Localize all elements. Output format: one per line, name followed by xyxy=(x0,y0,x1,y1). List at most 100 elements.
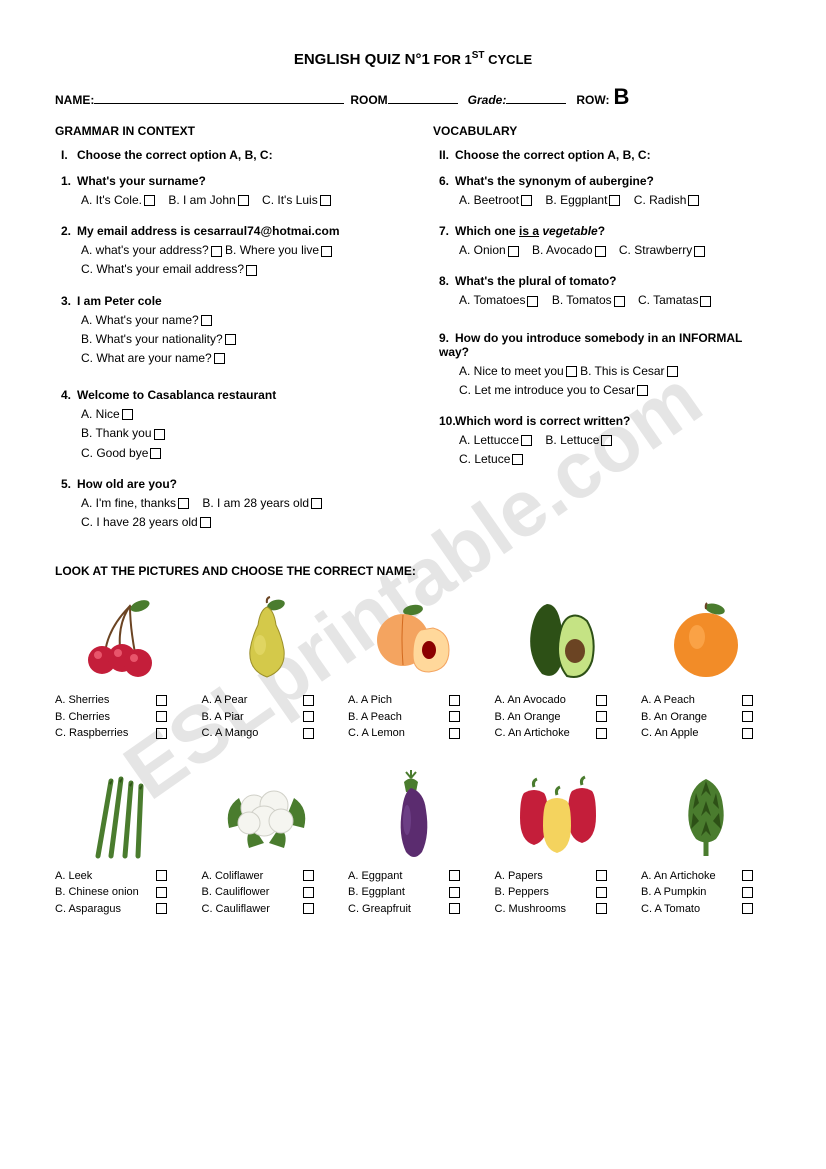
checkbox[interactable] xyxy=(246,265,257,276)
question-6: 6.What's the synonym of aubergine? A. Be… xyxy=(439,174,771,210)
row-letter: B xyxy=(613,84,629,110)
q3-c: C. What are your name? xyxy=(81,351,212,365)
checkbox[interactable] xyxy=(178,498,189,509)
checkbox[interactable] xyxy=(521,435,532,446)
title-for: FOR 1 xyxy=(430,52,472,67)
blank-name[interactable] xyxy=(94,103,344,104)
q8-c: C. Tamatas xyxy=(638,293,698,307)
checkbox[interactable] xyxy=(694,246,705,257)
checkbox[interactable] xyxy=(311,498,322,509)
checkbox[interactable] xyxy=(150,448,161,459)
right-column: VOCABULARY II.Choose the correct option … xyxy=(433,124,771,546)
q10-opts: A. Lettucce B. Lettuce C. Letuce xyxy=(459,431,771,469)
checkbox[interactable] xyxy=(700,296,711,307)
checkbox[interactable] xyxy=(512,454,523,465)
peach-icon xyxy=(348,594,478,686)
checkbox[interactable] xyxy=(156,870,167,881)
q8-opts: A. Tomatoes B. Tomatos C. Tamatas xyxy=(459,291,771,310)
q6-text: What's the synonym of aubergine? xyxy=(455,174,654,188)
checkbox[interactable] xyxy=(225,334,236,345)
checkbox[interactable] xyxy=(214,353,225,364)
checkbox[interactable] xyxy=(508,246,519,257)
checkbox[interactable] xyxy=(742,695,753,706)
checkbox[interactable] xyxy=(303,711,314,722)
checkbox[interactable] xyxy=(156,728,167,739)
checkbox[interactable] xyxy=(667,366,678,377)
q8-num: 8. xyxy=(439,274,455,288)
q3-num: 3. xyxy=(61,294,77,308)
blank-room[interactable] xyxy=(388,103,458,104)
checkbox[interactable] xyxy=(596,870,607,881)
q1-text: What's your surname? xyxy=(77,174,206,188)
checkbox[interactable] xyxy=(449,870,460,881)
checkbox[interactable] xyxy=(156,887,167,898)
opt-a: A. Eggpant xyxy=(348,868,402,885)
checkbox[interactable] xyxy=(742,903,753,914)
q7-b: B. Avocado xyxy=(532,243,593,257)
checkbox[interactable] xyxy=(154,429,165,440)
checkbox[interactable] xyxy=(449,728,460,739)
checkbox[interactable] xyxy=(238,195,249,206)
q5-b: B. I am 28 years old xyxy=(202,496,309,510)
opt-b: B. A Peach xyxy=(348,709,402,726)
checkbox[interactable] xyxy=(596,711,607,722)
checkbox[interactable] xyxy=(527,296,538,307)
q3-text: I am Peter cole xyxy=(77,294,162,308)
checkbox[interactable] xyxy=(601,435,612,446)
checkbox[interactable] xyxy=(595,246,606,257)
checkbox[interactable] xyxy=(449,711,460,722)
checkbox[interactable] xyxy=(156,711,167,722)
checkbox[interactable] xyxy=(637,385,648,396)
checkbox[interactable] xyxy=(320,195,331,206)
checkbox[interactable] xyxy=(742,870,753,881)
q7-q: ? xyxy=(598,224,605,238)
checkbox[interactable] xyxy=(122,409,133,420)
checkbox[interactable] xyxy=(449,887,460,898)
checkbox[interactable] xyxy=(321,246,332,257)
checkbox[interactable] xyxy=(596,887,607,898)
checkbox[interactable] xyxy=(156,695,167,706)
two-columns: GRAMMAR IN CONTEXT I.Choose the correct … xyxy=(55,124,771,546)
checkbox[interactable] xyxy=(688,195,699,206)
pic-cauliflower: A. Coliflawer B. Cauliflower C. Caulifla… xyxy=(202,770,332,918)
checkbox[interactable] xyxy=(742,711,753,722)
checkbox[interactable] xyxy=(609,195,620,206)
checkbox[interactable] xyxy=(596,903,607,914)
checkbox[interactable] xyxy=(614,296,625,307)
opt-b: B. An Orange xyxy=(641,709,707,726)
question-7: 7.Which one is a vegetable? A. Onion B. … xyxy=(439,224,771,260)
q7-opts: A. Onion B. Avocado C. Strawberry xyxy=(459,241,771,260)
q7-post: vegetable xyxy=(539,224,598,238)
checkbox[interactable] xyxy=(156,903,167,914)
checkbox[interactable] xyxy=(144,195,155,206)
checkbox[interactable] xyxy=(449,903,460,914)
q7-a: A. Onion xyxy=(459,243,506,257)
blank-grade[interactable] xyxy=(506,103,566,104)
checkbox[interactable] xyxy=(303,728,314,739)
checkbox[interactable] xyxy=(211,246,222,257)
label-room: ROOM xyxy=(350,93,387,107)
checkbox[interactable] xyxy=(200,517,211,528)
checkbox[interactable] xyxy=(303,903,314,914)
q6-c: C. Radish xyxy=(634,193,687,207)
instr-text-1: Choose the correct option A, B, C: xyxy=(77,148,273,162)
opt-c: C. An Artichoke xyxy=(495,725,570,742)
checkbox[interactable] xyxy=(596,695,607,706)
q4-text: Welcome to Casablanca restaurant xyxy=(77,388,276,402)
avocado-icon xyxy=(495,594,625,686)
checkbox[interactable] xyxy=(303,695,314,706)
checkbox[interactable] xyxy=(449,695,460,706)
checkbox[interactable] xyxy=(742,728,753,739)
opt-b: B. A Piar xyxy=(202,709,244,726)
checkbox[interactable] xyxy=(303,870,314,881)
checkbox[interactable] xyxy=(742,887,753,898)
checkbox[interactable] xyxy=(201,315,212,326)
opt-a: A. Papers xyxy=(495,868,543,885)
checkbox[interactable] xyxy=(596,728,607,739)
checkbox[interactable] xyxy=(303,887,314,898)
checkbox[interactable] xyxy=(566,366,577,377)
question-1: 1.What's your surname? A. It's Cole. B. … xyxy=(61,174,393,210)
q1-num: 1. xyxy=(61,174,77,188)
checkbox[interactable] xyxy=(521,195,532,206)
opt-c: C. An Apple xyxy=(641,725,699,742)
